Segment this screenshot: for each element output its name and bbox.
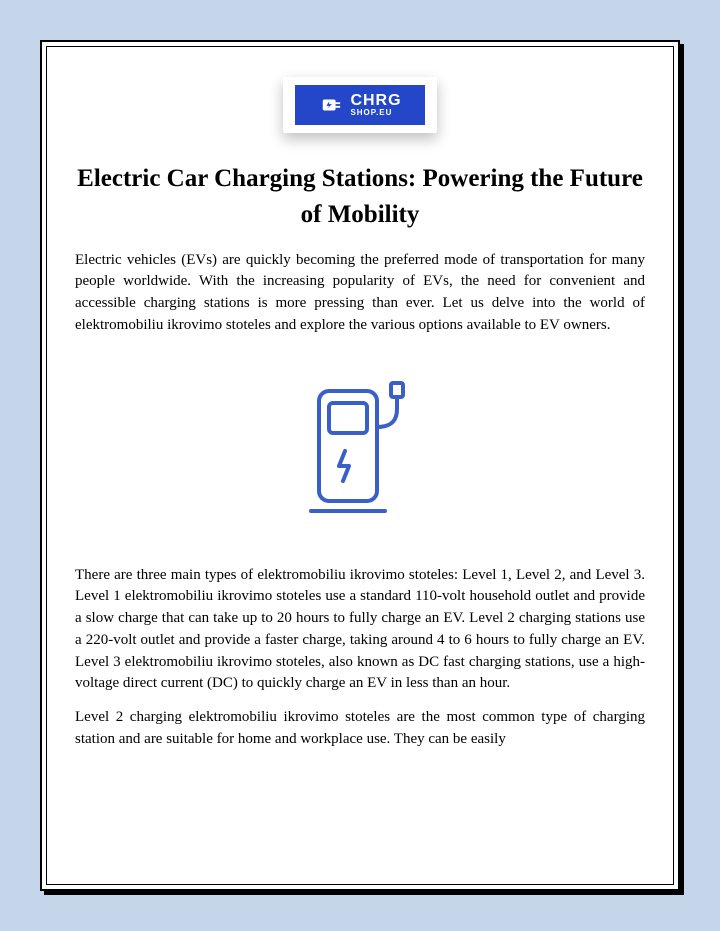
document-title: Electric Car Charging Stations: Powering…	[75, 161, 645, 234]
logo-container: CHRG SHOP.EU	[75, 77, 645, 133]
logo-brand-main: CHRG	[350, 93, 401, 109]
level2-paragraph: Level 2 charging elektromobiliu ikrovimo…	[75, 707, 645, 751]
charging-station-illustration	[75, 381, 645, 521]
logo-text: CHRG SHOP.EU	[350, 93, 401, 117]
page-outer-border: CHRG SHOP.EU Electric Car Charging Stati…	[40, 40, 680, 891]
plug-icon	[318, 92, 344, 118]
types-paragraph: There are three main types of elektromob…	[75, 565, 645, 696]
logo-brand-sub: SHOP.EU	[350, 109, 401, 117]
intro-paragraph: Electric vehicles (EVs) are quickly beco…	[75, 250, 645, 337]
logo-card: CHRG SHOP.EU	[283, 77, 437, 133]
charging-station-icon	[305, 381, 415, 521]
logo-badge: CHRG SHOP.EU	[295, 85, 425, 125]
page-inner-border: CHRG SHOP.EU Electric Car Charging Stati…	[46, 46, 674, 885]
